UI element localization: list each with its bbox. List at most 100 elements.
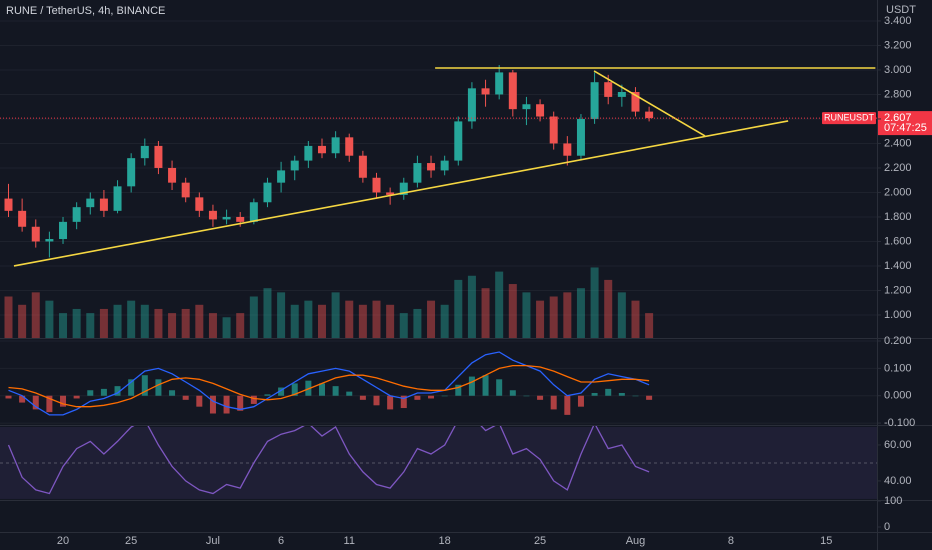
volume-bar (208, 313, 217, 338)
volume-bar (345, 300, 354, 338)
volume-bar (18, 304, 27, 338)
macd-histogram-bar (414, 395, 421, 400)
volume-bar (536, 300, 545, 338)
candle-body (386, 192, 395, 195)
candle-body (331, 137, 340, 154)
y-tick-label: 100 (884, 495, 902, 507)
candle-body (645, 111, 654, 119)
x-tick-label: 15 (820, 535, 832, 547)
macd-histogram-bar (305, 380, 312, 396)
macd-histogram-bar (318, 383, 325, 396)
candle-body (99, 198, 108, 211)
signal-line (8, 364, 650, 408)
candle-body (168, 167, 177, 183)
macd-histogram-bar (468, 376, 475, 396)
price-pane (0, 20, 877, 338)
macd-histogram-bar (618, 392, 625, 396)
candle-body (495, 72, 504, 95)
volume-bar (645, 313, 654, 338)
candle-body (576, 118, 585, 156)
macd-histogram-bar (19, 395, 26, 403)
x-tick-label: 25 (534, 535, 546, 547)
volume-bar (427, 300, 436, 338)
candle-body (18, 210, 27, 227)
candle-body (358, 155, 367, 178)
symbol-label: RUNEUSDT (824, 112, 875, 122)
candle-body (222, 216, 231, 220)
macd-histogram-bar (509, 390, 516, 396)
volume-bar (317, 304, 326, 338)
volume-bar (154, 308, 163, 338)
candle-body (549, 116, 558, 144)
macd-histogram-bar (250, 395, 257, 404)
candle-body (617, 92, 626, 97)
candle-body (263, 182, 272, 203)
macd-histogram-bar (359, 395, 366, 400)
y-tick-label: 3.200 (884, 39, 912, 51)
y-tick-label: 2.200 (884, 162, 912, 174)
macd-histogram-bar (5, 395, 12, 399)
candle-body (195, 197, 204, 211)
macd-histogram-bar (100, 388, 107, 396)
macd-pane (0, 340, 877, 424)
volume-bar (576, 288, 585, 338)
volume-bar (249, 296, 258, 338)
y-tick-label: -0.100 (884, 417, 915, 429)
y-tick-label: 0.100 (884, 362, 912, 374)
candle-body (427, 163, 436, 171)
volume-bar (127, 300, 136, 338)
candle-body (59, 221, 68, 240)
candle-body (372, 177, 381, 193)
candle-body (113, 186, 122, 211)
macd-histogram-bar (523, 395, 530, 397)
macd-histogram-bar (278, 387, 285, 396)
y-tick-label: 2.400 (884, 137, 912, 149)
candle-body (86, 198, 95, 208)
candle-body (454, 121, 463, 161)
volume-bar (99, 308, 108, 338)
x-tick-label: 20 (57, 535, 69, 547)
volume-bar (358, 304, 367, 338)
volume-bar (604, 279, 613, 338)
rsi-line (7, 426, 650, 495)
y-tick-label: 60.00 (884, 439, 912, 451)
macd-histogram-bar (73, 395, 80, 399)
overlay: 1.000 1.200 1.400 1.600 1.800 2.000 2.200 2.400… (57, 15, 932, 547)
volume-bar (454, 279, 463, 338)
y-tick-label: 40.00 (884, 475, 912, 487)
macd-histogram-bar (496, 379, 503, 396)
y-tick-label: 0 (884, 521, 890, 533)
macd-histogram-bar (223, 395, 230, 414)
price-tag (878, 111, 932, 136)
x-tick-label: 8 (728, 535, 734, 547)
trendline (593, 70, 706, 137)
macd-histogram-bar (387, 395, 394, 410)
candle-body (345, 137, 354, 156)
y-tick-label: 1.600 (884, 235, 912, 247)
macd-histogram-bar (441, 395, 448, 397)
volume-bar (386, 304, 395, 338)
candle-body (127, 158, 136, 187)
candle-body (72, 207, 81, 222)
y-tick-label: 1.000 (884, 309, 912, 321)
y-tick-label: 0.200 (884, 335, 912, 347)
y-tick-label: 1.400 (884, 260, 912, 272)
volume-bar (168, 313, 177, 338)
y-tick-label: 3.000 (884, 64, 912, 76)
macd-histogram-bar (32, 395, 39, 410)
volume-bar (331, 292, 340, 338)
macd-histogram-bar (373, 395, 380, 406)
candle-body (181, 182, 190, 198)
macd-histogram-bar (537, 395, 544, 400)
x-tick-label: Aug (626, 535, 646, 547)
macd-histogram-bar (128, 379, 135, 396)
macd-histogram-bar (591, 392, 598, 396)
volume-bar (290, 304, 299, 338)
volume-bar (140, 304, 149, 338)
candle-body (290, 160, 299, 171)
candle-body (563, 143, 572, 156)
volume-bar (45, 300, 54, 338)
macd-histogram-bar (87, 390, 94, 396)
